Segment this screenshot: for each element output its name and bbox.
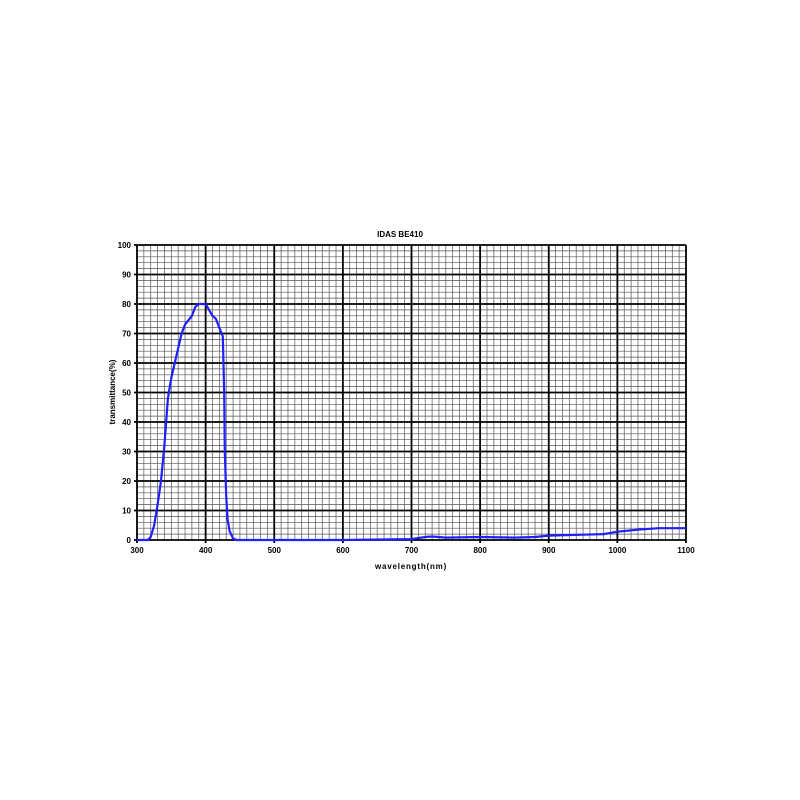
series-line [137,302,686,542]
x-tick-label: 1100 [677,546,695,555]
y-tick-label: 10 [122,507,131,516]
y-tick-label: 70 [122,330,131,339]
y-tick-label: 50 [122,389,131,398]
tick-labels: 300 400 500 600 700 800 900 1000 1100 0 10 20 30 40 50… [118,241,696,555]
x-tick-label: 500 [268,546,282,555]
x-tick-label: 600 [336,546,350,555]
x-tick-label: 900 [542,546,556,555]
x-tick-label: 400 [199,546,213,555]
y-tick-label: 60 [122,359,131,368]
y-tick-label: 100 [118,241,132,250]
x-tick-label: 800 [473,546,487,555]
chart-title: IDAS BE410 [377,230,423,239]
y-tick-label: 20 [122,477,131,486]
y-tick-label: 40 [122,418,131,427]
x-tick-label: 1000 [608,546,626,555]
y-axis-label: transmittance(%) [108,359,117,424]
x-tick-label: 300 [130,546,144,555]
y-tick-label: 30 [122,448,131,457]
x-tick-label: 700 [405,546,419,555]
y-tick-label: 0 [127,536,132,545]
x-axis-label: wavelength(nm) [374,562,447,571]
y-tick-label: 90 [122,271,131,280]
grid [134,244,687,543]
y-tick-label: 80 [122,300,131,309]
